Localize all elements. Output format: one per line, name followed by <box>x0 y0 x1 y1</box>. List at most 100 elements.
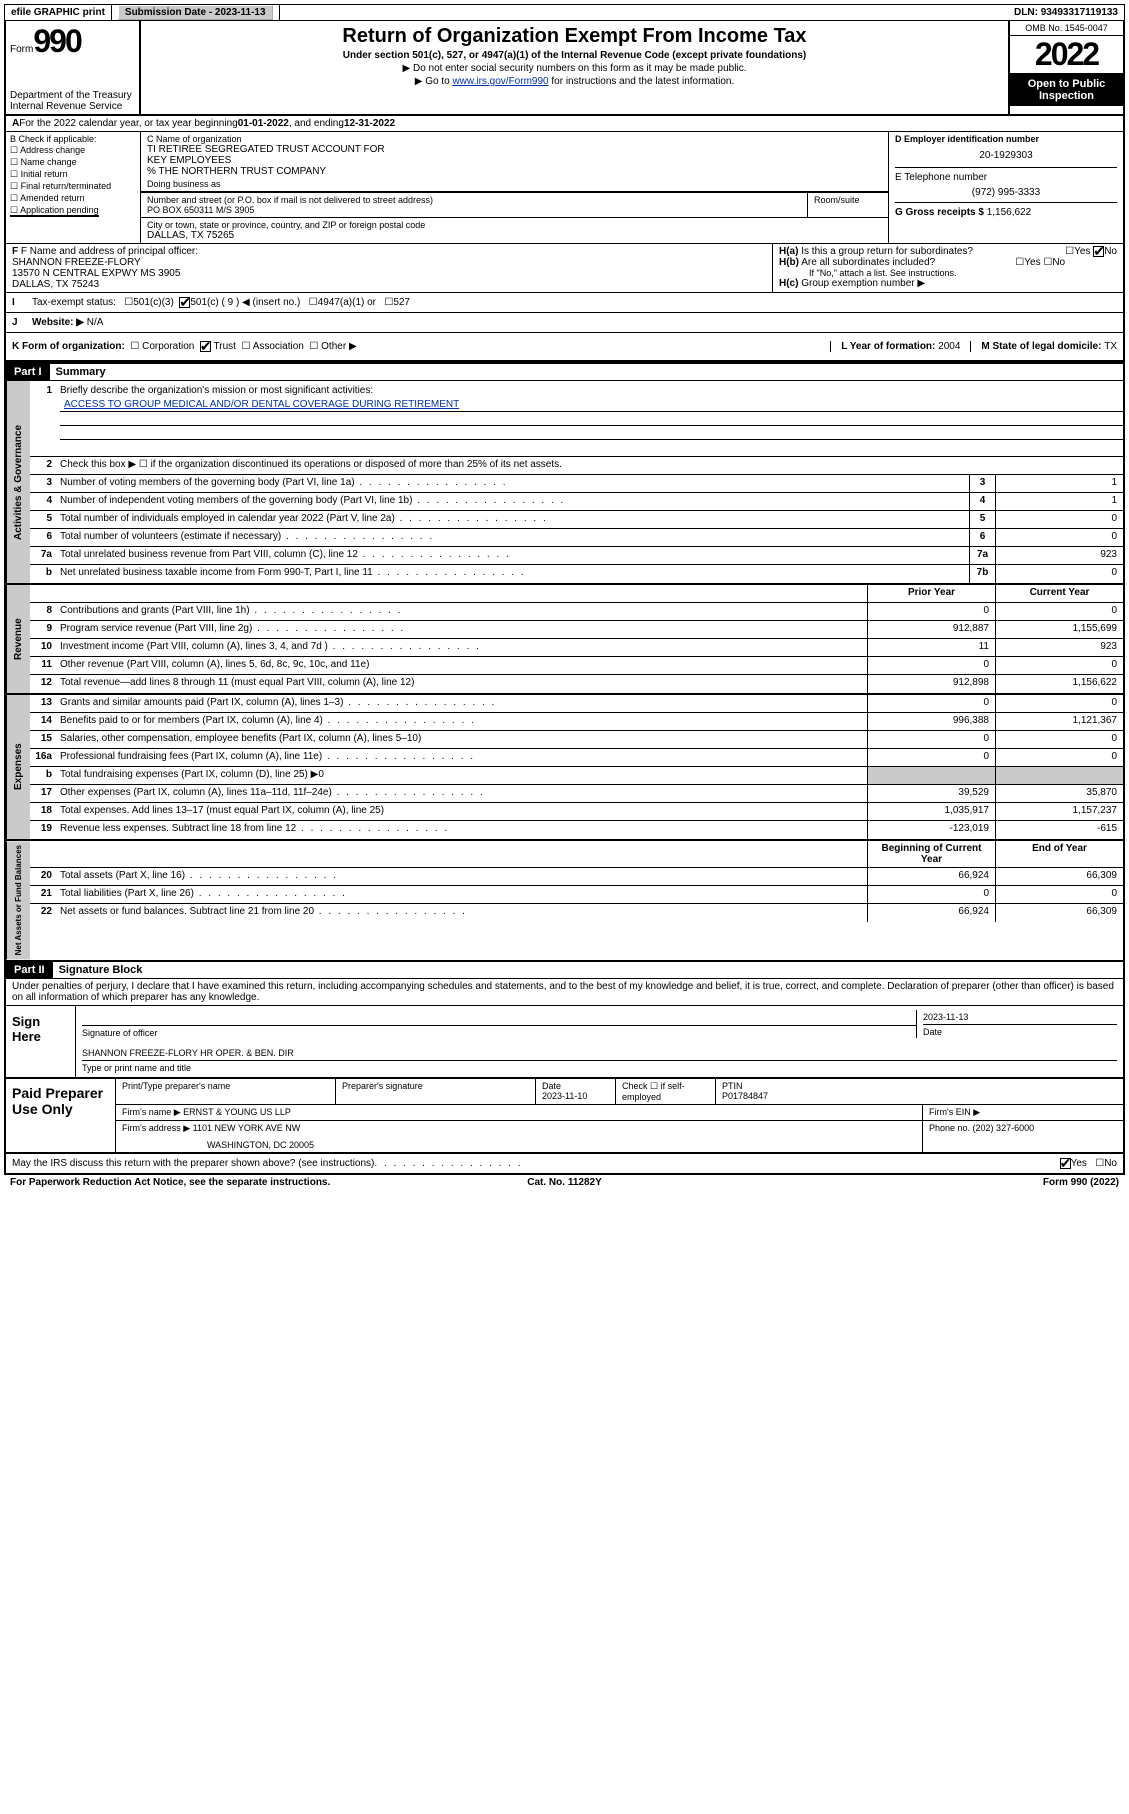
ein-value: 20-1929303 <box>895 150 1117 161</box>
line-3: Number of voting members of the governin… <box>56 475 969 492</box>
line-4: Number of independent voting members of … <box>56 493 969 510</box>
gross-receipts-value: 1,156,622 <box>987 207 1032 218</box>
prep-date: 2023-11-10 <box>542 1091 609 1101</box>
city-value: DALLAS, TX 75265 <box>147 230 882 241</box>
instructions-link-line: ▶ Go to www.irs.gov/Form990 for instruct… <box>147 76 1002 87</box>
efile-label: efile GRAPHIC print <box>5 5 112 20</box>
street-value: PO BOX 650311 M/S 3905 <box>147 205 801 215</box>
line-7b: Net unrelated business taxable income fr… <box>56 565 969 583</box>
header-boy: Beginning of Current Year <box>867 841 995 867</box>
name-title-label: Type or print name and title <box>82 1063 1117 1073</box>
activities-governance-section: Activities & Governance 1Briefly describ… <box>4 381 1125 585</box>
firm-addr2: WASHINGTON, DC 20005 <box>122 1134 916 1150</box>
line-9: Program service revenue (Part VIII, line… <box>56 621 867 638</box>
check-name-change[interactable]: ☐ Name change <box>10 157 136 168</box>
declaration-text: Under penalties of perjury, I declare th… <box>4 979 1125 1005</box>
line-11: Other revenue (Part VIII, column (A), li… <box>56 657 867 674</box>
paid-preparer-block: Paid Preparer Use Only Print/Type prepar… <box>4 1079 1125 1154</box>
firm-addr-label: Firm's address ▶ <box>122 1123 190 1133</box>
check-amended[interactable]: ☐ Amended return <box>10 193 136 204</box>
line-i: ITax-exempt status: ☐ 501(c)(3) 501(c) (… <box>4 293 1125 313</box>
irs-link[interactable]: www.irs.gov/Form990 <box>452 76 548 87</box>
firm-addr1: 1101 NEW YORK AVE NW <box>193 1123 301 1133</box>
line-j: JWebsite: ▶ N/A <box>4 313 1125 333</box>
section-f-h: F F Name and address of principal office… <box>4 244 1125 293</box>
h-a: H(a) Is this a group return for subordin… <box>779 246 1117 257</box>
line-14: Benefits paid to or for members (Part IX… <box>56 713 867 730</box>
line-19: Revenue less expenses. Subtract line 18 … <box>56 821 867 839</box>
check-initial-return[interactable]: ☐ Initial return <box>10 169 136 180</box>
prep-self-emp: Check ☐ if self-employed <box>616 1079 716 1104</box>
phone-label: E Telephone number <box>895 172 1117 183</box>
prep-name-label: Print/Type preparer's name <box>122 1081 329 1091</box>
officer-name-title: SHANNON FREEZE-FLORY HR OPER. & BEN. DIR <box>82 1046 1117 1061</box>
submission-date: Submission Date - 2023-11-13 <box>112 5 280 20</box>
firm-phone: (202) 327-6000 <box>973 1123 1035 1133</box>
sign-here-label: Sign Here <box>6 1006 76 1077</box>
line-21: Total liabilities (Part X, line 26) <box>56 886 867 903</box>
line-12: Total revenue—add lines 8 through 11 (mu… <box>56 675 867 693</box>
check-discuss-yes[interactable] <box>1060 1158 1071 1169</box>
prep-sig-label: Preparer's signature <box>336 1079 536 1104</box>
omb-number: OMB No. 1545-0047 <box>1010 21 1123 36</box>
form-subtitle: Under section 501(c), 527, or 4947(a)(1)… <box>147 50 1002 61</box>
h-c: H(c) Group exemption number ▶ <box>779 278 1117 289</box>
prep-date-label: Date <box>542 1081 609 1091</box>
entity-block: B Check if applicable: ☐ Address change … <box>4 132 1125 244</box>
check-ha-no[interactable] <box>1093 246 1104 257</box>
officer-name: SHANNON FREEZE-FLORY <box>12 257 766 268</box>
h-b: H(b) Are all subordinates included? ☐Yes… <box>779 257 1117 268</box>
city-label: City or town, state or province, country… <box>147 220 882 230</box>
sign-here-block: Sign Here Signature of officer 2023-11-1… <box>4 1005 1125 1079</box>
dba-label: Doing business as <box>147 179 882 189</box>
street-label: Number and street (or P.O. box if mail i… <box>147 195 801 205</box>
officer-addr2: DALLAS, TX 75243 <box>12 279 766 290</box>
check-app-pending[interactable]: ☐ Application pending <box>10 205 136 216</box>
org-name-label: C Name of organization <box>147 134 882 144</box>
line-10: Investment income (Part VIII, column (A)… <box>56 639 867 656</box>
top-bar: efile GRAPHIC print Submission Date - 20… <box>4 4 1125 21</box>
officer-addr1: 13570 N CENTRAL EXPWY MS 3905 <box>12 268 766 279</box>
form-title: Return of Organization Exempt From Incom… <box>147 25 1002 48</box>
dln: DLN: 93493317119133 <box>1008 5 1124 20</box>
ssn-warning: ▶ Do not enter social security numbers o… <box>147 63 1002 74</box>
box-b-header: B Check if applicable: <box>10 134 136 144</box>
org-name-1: TI RETIREE SEGREGATED TRUST ACCOUNT FOR <box>147 144 882 155</box>
side-label-expenses: Expenses <box>6 695 30 839</box>
ein-label: D Employer identification number <box>895 134 1117 144</box>
line-5: Total number of individuals employed in … <box>56 511 969 528</box>
line-15: Salaries, other compensation, employee b… <box>56 731 867 748</box>
net-assets-section: Net Assets or Fund Balances Beginning of… <box>4 841 1125 961</box>
check-trust[interactable] <box>200 341 211 352</box>
ptin-value: P01784847 <box>722 1091 1117 1101</box>
dept-label: Department of the Treasury <box>10 90 135 101</box>
submission-date-button[interactable]: Submission Date - 2023-11-13 <box>118 5 273 20</box>
part-i-header: Part I Summary <box>4 362 1125 381</box>
part-ii-header: Part II Signature Block <box>4 962 1125 979</box>
sig-officer-label: Signature of officer <box>82 1028 916 1038</box>
form-number: Form990 <box>10 23 135 60</box>
firm-ein-label: Firm's EIN ▶ <box>923 1105 1123 1120</box>
page-footer: For Paperwork Reduction Act Notice, see … <box>4 1175 1125 1190</box>
mission-answer[interactable]: ACCESS TO GROUP MEDICAL AND/OR DENTAL CO… <box>64 399 459 410</box>
tax-period: A For the 2022 calendar year, or tax yea… <box>4 116 1125 132</box>
line-7a: Total unrelated business revenue from Pa… <box>56 547 969 564</box>
line-2: Check this box ▶ ☐ if the organization d… <box>56 457 1123 474</box>
revenue-section: Revenue Prior YearCurrent Year 8Contribu… <box>4 585 1125 695</box>
line-k-l-m: K Form of organization: ☐ Corporation Tr… <box>4 333 1125 362</box>
line-20: Total assets (Part X, line 16) <box>56 868 867 885</box>
box-d-e-g: D Employer identification number 20-1929… <box>888 132 1123 243</box>
box-c: C Name of organization TI RETIREE SEGREG… <box>141 132 888 243</box>
officer-label: F Name and address of principal officer: <box>21 246 198 257</box>
side-label-governance: Activities & Governance <box>6 381 30 583</box>
h-b-note: If "No," attach a list. See instructions… <box>779 268 1117 278</box>
line-16b: Total fundraising expenses (Part IX, col… <box>56 767 867 784</box>
line-17: Other expenses (Part IX, column (A), lin… <box>56 785 867 802</box>
discuss-line: May the IRS discuss this return with the… <box>4 1154 1125 1175</box>
check-501c9[interactable] <box>179 297 190 308</box>
check-final-return[interactable]: ☐ Final return/terminated <box>10 181 136 192</box>
irs-label: Internal Revenue Service <box>10 101 135 112</box>
footer-left: For Paperwork Reduction Act Notice, see … <box>10 1177 380 1188</box>
header-prior-year: Prior Year <box>867 585 995 602</box>
check-address-change[interactable]: ☐ Address change <box>10 145 136 156</box>
